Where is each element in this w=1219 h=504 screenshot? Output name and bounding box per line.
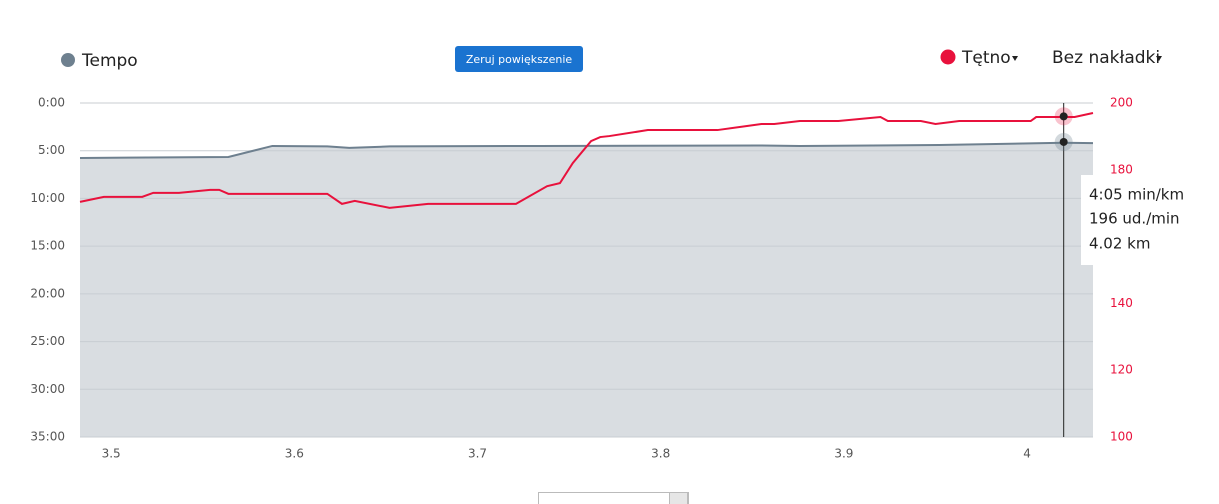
- legend-label[interactable]: Tętno: [961, 48, 1011, 68]
- y-tick-label: 25:00: [30, 334, 65, 348]
- tooltip-heart-rate: 196 ud./min: [1089, 210, 1180, 228]
- tooltip-box: [1081, 175, 1219, 265]
- y-tick-label: 15:00: [30, 239, 65, 253]
- y2-tick-label: 200: [1110, 96, 1133, 110]
- y-tick-label: 30:00: [30, 382, 65, 396]
- x-tick-label: 3.7: [468, 447, 487, 461]
- x-tick-label: 3.5: [102, 447, 121, 461]
- select-button[interactable]: [669, 492, 688, 504]
- x-tick-label: 4: [1023, 447, 1031, 461]
- y2-tick-label: 100: [1110, 430, 1133, 444]
- y2-tick-label: 120: [1110, 363, 1133, 377]
- x-tick-label: 3.8: [651, 447, 670, 461]
- legend-swatch: [61, 53, 75, 67]
- y-tick-label: 5:00: [38, 143, 65, 157]
- dropdown-arrow[interactable]: [1012, 56, 1018, 61]
- tooltip-distance: 4.02 km: [1089, 235, 1150, 253]
- y-tick-label: 35:00: [30, 430, 65, 444]
- overlay-menu[interactable]: Bez nakładki: [1052, 48, 1160, 68]
- x-tick-label: 3.6: [285, 447, 304, 461]
- area-fill: [80, 142, 1093, 438]
- select-box[interactable]: [538, 492, 689, 504]
- tooltip-pace: 4:05 min/km: [1089, 186, 1184, 204]
- y-tick-label: 10:00: [30, 191, 65, 205]
- y2-tick-label: 180: [1110, 162, 1133, 176]
- y2-tick-label: 140: [1110, 296, 1133, 310]
- series-line: [79, 112, 1094, 209]
- legend-label[interactable]: Tempo: [81, 51, 138, 71]
- series-line: [79, 141, 1094, 159]
- y-tick-label: 0:00: [38, 96, 65, 110]
- zoom-reset-button[interactable]: [455, 46, 583, 72]
- zoom-reset-label[interactable]: Zeruj powiększenie: [466, 53, 573, 66]
- cursor-dot: [1059, 137, 1068, 146]
- x-tick-label: 3.9: [834, 447, 853, 461]
- y-tick-label: 20:00: [30, 286, 65, 300]
- cursor-dot: [1059, 112, 1068, 121]
- dropdown-arrow[interactable]: [1156, 56, 1162, 61]
- legend-swatch: [940, 49, 956, 65]
